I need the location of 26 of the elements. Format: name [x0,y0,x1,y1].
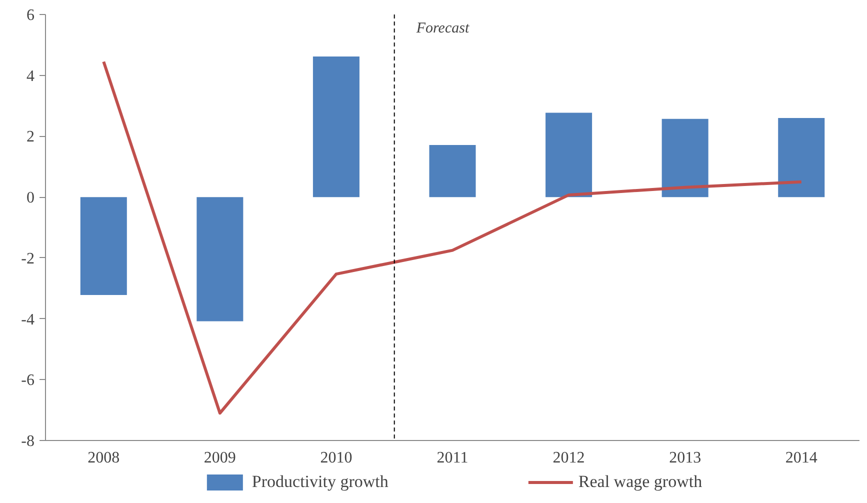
y-tick-label: 6 [26,7,34,24]
legend-label: Productivity growth [252,472,388,492]
bar [312,56,360,198]
y-tick-label: -8 [21,433,34,450]
line-series [102,60,803,415]
y-tick-label: 2 [26,128,34,146]
bar [662,118,708,198]
bar [546,112,592,198]
bar [778,118,825,198]
bar [80,197,127,296]
y-tick-label: -2 [21,250,34,268]
y-tick-label: -6 [21,372,34,390]
y-tick-label: 0 [26,190,34,207]
x-tick-label: 2013 [669,450,702,466]
x-tick-label: 2012 [552,450,585,466]
annotation: Forecast [415,20,470,36]
legend-label: Real wage growth [578,472,702,492]
x-tick-label: 2009 [204,450,236,466]
bar [429,145,476,198]
y-tick-label: -4 [21,311,34,328]
x-tick-label: 2008 [88,450,120,466]
y-tick-label: 4 [26,68,34,85]
bar [196,197,244,322]
x-tick-label: 2011 [436,450,468,466]
x-tick-label: 2010 [320,450,352,466]
x-tick-label: 2014 [785,450,818,466]
